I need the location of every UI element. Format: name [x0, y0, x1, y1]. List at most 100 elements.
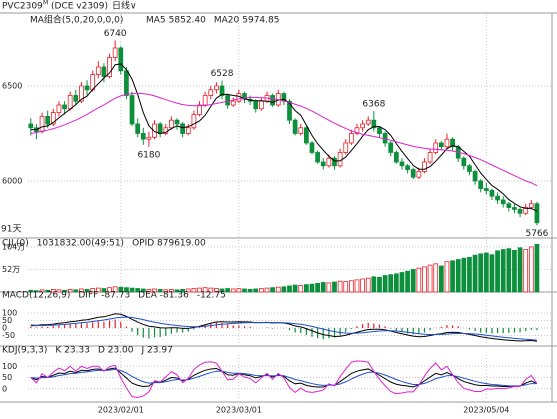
- candle-body: [180, 123, 186, 134]
- volume-bar: [169, 288, 174, 293]
- candle-body: [219, 85, 225, 96]
- volume-bar: [495, 250, 500, 293]
- volume-bar: [247, 288, 253, 293]
- y-tick-label: 6000: [2, 176, 22, 185]
- volume-bar: [332, 281, 337, 293]
- volume-bar: [79, 288, 84, 293]
- candle-body: [416, 171, 422, 178]
- volume-bar: [410, 269, 416, 293]
- volume-bar: [236, 288, 242, 293]
- candle-body: [495, 195, 500, 201]
- candle-body: [377, 127, 382, 134]
- candle-body: [422, 161, 427, 172]
- volume-bar: [382, 275, 388, 293]
- volume-bar: [405, 270, 410, 293]
- volume-bar: [34, 290, 39, 293]
- candle-body: [202, 95, 208, 106]
- candle-body: [489, 190, 495, 197]
- volume-bar: [45, 289, 51, 293]
- candle-body: [461, 157, 467, 167]
- volume-bar: [140, 288, 146, 293]
- indicator-readout: DIFF -87.73: [78, 291, 130, 301]
- candle-body: [292, 119, 298, 134]
- candle-body: [28, 123, 34, 129]
- volume-bar: [124, 287, 129, 293]
- x-tick-label: 2023/02/01: [98, 406, 144, 415]
- volume-bar: [219, 288, 225, 293]
- footnote: 91天: [1, 225, 21, 235]
- volume-bar: [377, 276, 382, 293]
- candle-body: [354, 127, 360, 134]
- volume-bar: [202, 287, 208, 293]
- candle-body: [197, 104, 202, 115]
- y-tick-label: 6500: [2, 81, 22, 90]
- candle-body: [95, 66, 101, 75]
- indicator-line: [30, 316, 537, 341]
- volume-bar: [304, 284, 309, 293]
- volume-bar: [157, 288, 163, 293]
- volume-bar: [135, 288, 141, 293]
- candle-body: [427, 152, 433, 163]
- volume-bar: [287, 285, 292, 293]
- volume-bar: [39, 289, 45, 293]
- candle-body: [118, 47, 124, 72]
- candle-body: [214, 85, 219, 91]
- candle-body: [399, 161, 405, 167]
- candle-body: [152, 123, 157, 138]
- y-tick-label: 0: [2, 384, 7, 393]
- candle-body: [124, 70, 129, 96]
- price-annotation: 6740: [104, 29, 127, 39]
- candle-body: [433, 142, 439, 153]
- candle-body: [101, 66, 107, 77]
- candle-body: [225, 95, 231, 106]
- volume-bar: [472, 254, 478, 293]
- candle-body: [304, 127, 309, 144]
- volume-bar: [112, 286, 118, 293]
- volume-bar: [309, 283, 315, 293]
- candle-body: [309, 142, 315, 153]
- volume-bar: [483, 252, 489, 293]
- volume-bar: [185, 288, 191, 293]
- candle-body: [56, 104, 62, 113]
- volume-bar: [360, 278, 365, 293]
- volume-bar: [534, 243, 540, 293]
- indicator-line: [30, 63, 538, 212]
- candle-body: [410, 169, 416, 178]
- volume-bar: [275, 286, 281, 293]
- volume-bar: [399, 272, 405, 293]
- candle-body: [500, 199, 506, 205]
- candle-body: [467, 165, 472, 172]
- y-tick-label: 0: [2, 324, 7, 333]
- volume-bar: [197, 287, 202, 293]
- candle-body: [129, 95, 135, 125]
- indicator-readout: J 23.97: [141, 346, 173, 356]
- indicator-readout: D 23.00: [98, 346, 134, 356]
- period[interactable]: 日线∨: [112, 0, 137, 12]
- candle-body: [50, 112, 56, 125]
- volume-bar: [242, 288, 247, 293]
- candle-body: [483, 188, 489, 191]
- candle-body: [270, 95, 275, 106]
- candle-body: [107, 57, 112, 77]
- candle-body: [534, 203, 540, 224]
- volume-bar: [315, 282, 320, 293]
- volume-bar: [489, 254, 495, 293]
- indicator-readout: -12.75: [197, 291, 226, 301]
- candle-body: [62, 104, 67, 110]
- indicator-readout: DEA -81.36: [138, 291, 189, 301]
- volume-bar: [174, 289, 180, 293]
- volume-bar: [281, 286, 287, 293]
- candle-body: [298, 127, 304, 134]
- candle-body: [135, 123, 141, 134]
- candle-body: [393, 152, 399, 163]
- y-tick-label: 100: [2, 362, 17, 371]
- candle-body: [287, 100, 292, 121]
- candle-body: [438, 142, 444, 148]
- candle-body: [371, 119, 377, 129]
- candle-body: [343, 142, 349, 153]
- volume-bar: [416, 267, 422, 293]
- price-annotation: 6180: [137, 150, 160, 160]
- candle-body: [472, 171, 478, 182]
- candle-body: [230, 100, 236, 106]
- volume-bar: [517, 247, 523, 293]
